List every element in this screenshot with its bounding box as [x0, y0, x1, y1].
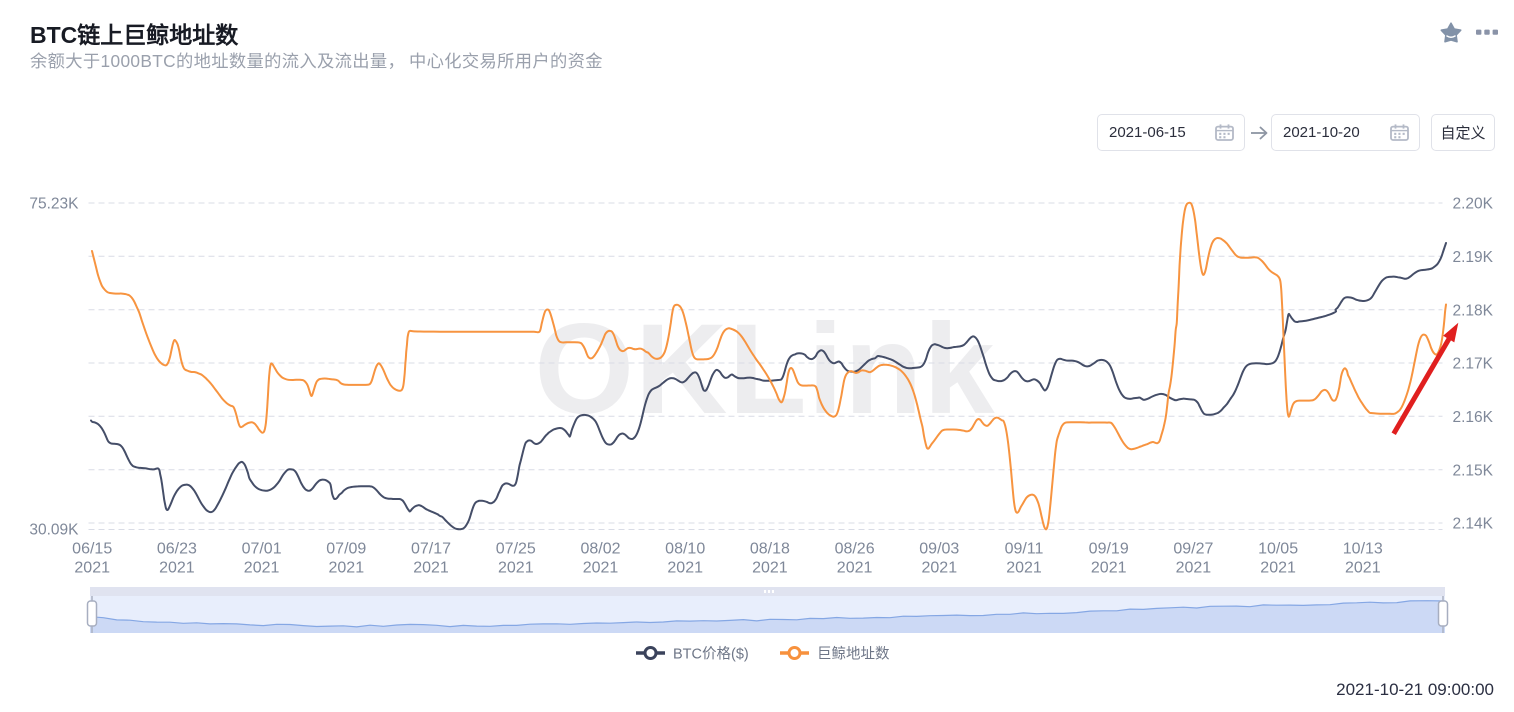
svg-text:08/26: 08/26: [835, 541, 875, 558]
svg-text:2021: 2021: [159, 560, 195, 577]
svg-text:10/13: 10/13: [1343, 541, 1383, 558]
svg-text:2021: 2021: [667, 560, 703, 577]
svg-text:2021: 2021: [1260, 560, 1296, 577]
svg-text:07/09: 07/09: [326, 541, 366, 558]
svg-text:OKLink: OKLink: [534, 298, 995, 441]
svg-text:08/10: 08/10: [665, 541, 705, 558]
svg-text:巨鲸地址数: 巨鲸地址数: [817, 646, 890, 663]
svg-text:10/05: 10/05: [1258, 541, 1298, 558]
svg-text:2021: 2021: [1176, 560, 1212, 577]
svg-text:2021: 2021: [752, 560, 788, 577]
svg-text:2021: 2021: [922, 560, 958, 577]
svg-text:30.09K: 30.09K: [29, 522, 79, 539]
svg-text:75.23K: 75.23K: [29, 195, 79, 212]
svg-text:2021: 2021: [1091, 560, 1127, 577]
svg-text:07/25: 07/25: [496, 541, 536, 558]
svg-text:2.14K: 2.14K: [1453, 516, 1494, 533]
svg-text:06/23: 06/23: [157, 541, 197, 558]
svg-text:2021: 2021: [413, 560, 449, 577]
svg-text:2021: 2021: [244, 560, 280, 577]
svg-text:2.15K: 2.15K: [1453, 462, 1494, 479]
svg-text:2021: 2021: [1006, 560, 1042, 577]
svg-text:BTC价格($): BTC价格($): [673, 646, 749, 663]
svg-text:2021: 2021: [583, 560, 619, 577]
svg-text:2.16K: 2.16K: [1453, 409, 1494, 426]
svg-text:2021-10-21 09:00:00: 2021-10-21 09:00:00: [1336, 680, 1494, 699]
svg-text:2.19K: 2.19K: [1453, 249, 1494, 266]
svg-text:2021: 2021: [74, 560, 110, 577]
svg-text:07/01: 07/01: [242, 541, 282, 558]
svg-text:08/18: 08/18: [750, 541, 790, 558]
svg-text:2021: 2021: [1345, 560, 1381, 577]
svg-text:09/11: 09/11: [1005, 541, 1044, 558]
svg-text:2.18K: 2.18K: [1453, 302, 1494, 319]
svg-text:08/02: 08/02: [580, 541, 620, 558]
svg-text:09/27: 09/27: [1173, 541, 1213, 558]
svg-text:2.17K: 2.17K: [1453, 356, 1494, 373]
svg-text:2021: 2021: [329, 560, 365, 577]
svg-text:2021: 2021: [498, 560, 534, 577]
svg-text:2021: 2021: [837, 560, 873, 577]
svg-text:07/17: 07/17: [411, 541, 451, 558]
svg-text:09/03: 09/03: [919, 541, 959, 558]
svg-text:09/19: 09/19: [1089, 541, 1129, 558]
svg-text:2.20K: 2.20K: [1453, 196, 1494, 213]
svg-text:06/15: 06/15: [72, 541, 112, 558]
